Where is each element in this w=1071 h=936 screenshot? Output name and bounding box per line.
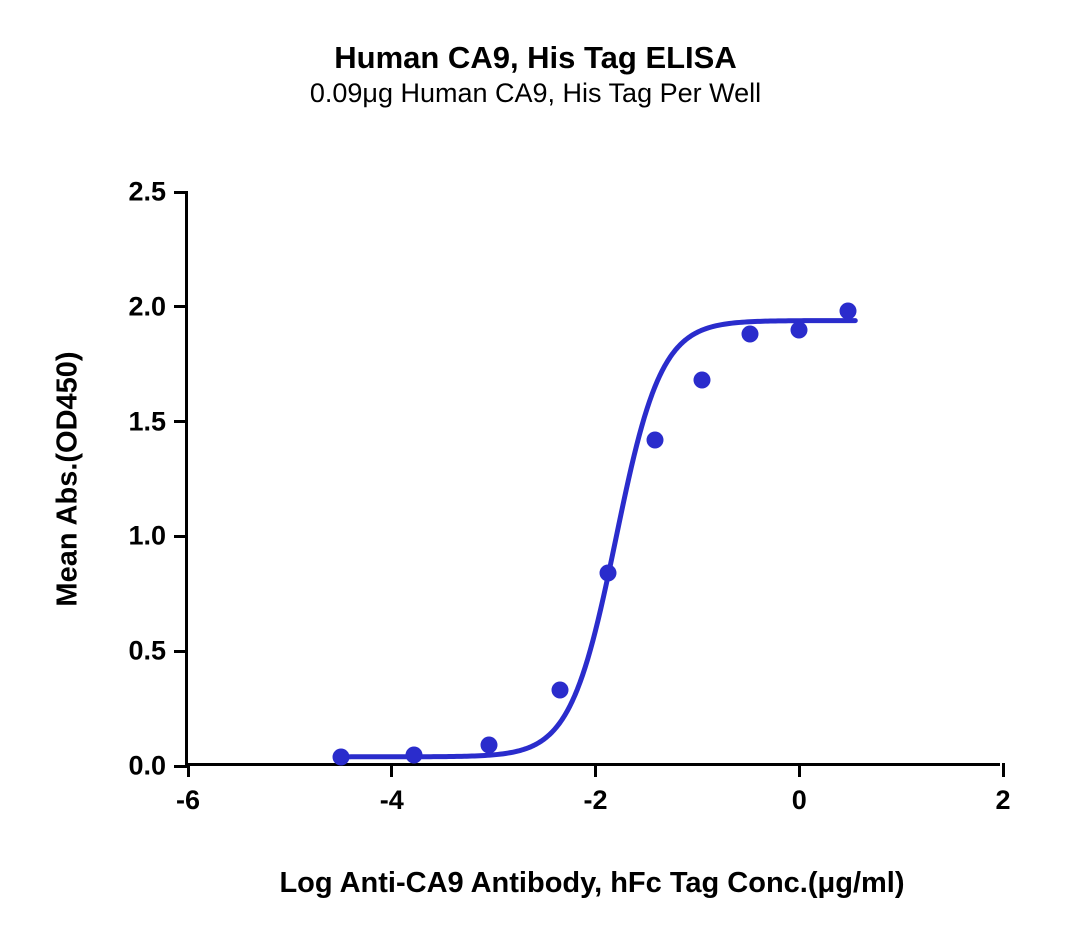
x-tick (594, 763, 597, 777)
y-axis-label: Mean Abs.(OD450) (52, 351, 85, 606)
y-tick-label: 2.0 (128, 291, 166, 322)
data-point (332, 748, 349, 765)
y-tick (174, 650, 188, 653)
x-tick (390, 763, 393, 777)
x-tick-label: 2 (995, 785, 1010, 816)
x-tick-label: -2 (583, 785, 607, 816)
y-tick-label: 0.5 (128, 636, 166, 667)
y-tick (174, 191, 188, 194)
chart-subtitle: 0.09μg Human CA9, His Tag Per Well (0, 78, 1071, 109)
fit-curve (188, 192, 1003, 766)
y-tick (174, 535, 188, 538)
data-point (694, 372, 711, 389)
data-point (742, 326, 759, 343)
x-axis-label: Log Anti-CA9 Antibody, hFc Tag Conc.(μg/… (279, 867, 904, 900)
data-point (406, 746, 423, 763)
data-point (646, 431, 663, 448)
x-tick (798, 763, 801, 777)
y-tick (174, 420, 188, 423)
data-point (551, 682, 568, 699)
x-tick (187, 763, 190, 777)
plot-area: 0.00.51.01.52.02.5-6-4-202 (185, 192, 1000, 766)
data-point (840, 303, 857, 320)
chart-title: Human CA9, His Tag ELISA (0, 40, 1071, 76)
x-tick-label: 0 (792, 785, 807, 816)
y-tick-label: 0.0 (128, 751, 166, 782)
fit-curve-path (341, 321, 855, 757)
x-tick-label: -4 (380, 785, 404, 816)
y-tick-label: 1.5 (128, 406, 166, 437)
x-tick-label: -6 (176, 785, 200, 816)
data-point (480, 737, 497, 754)
chart-container: Human CA9, His Tag ELISA 0.09μg Human CA… (0, 0, 1071, 936)
data-point (791, 321, 808, 338)
y-tick-label: 2.5 (128, 177, 166, 208)
data-point (599, 565, 616, 582)
y-tick-label: 1.0 (128, 521, 166, 552)
x-tick (1002, 763, 1005, 777)
y-tick (174, 305, 188, 308)
